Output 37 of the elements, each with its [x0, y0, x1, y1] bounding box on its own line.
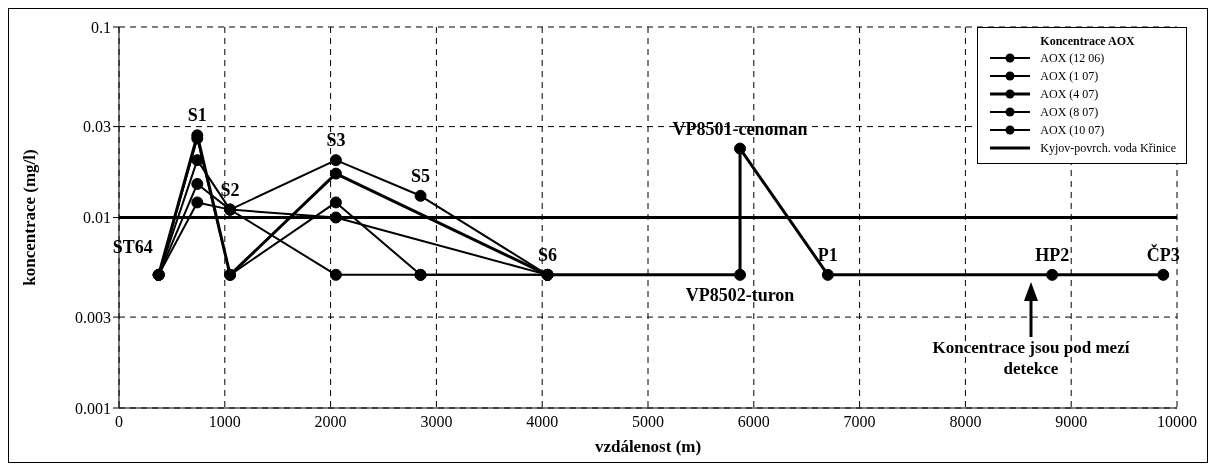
legend-label: AOX (1 07)	[1040, 68, 1099, 84]
annotation: S5	[411, 165, 431, 186]
x-axis-title: vzdálenost (m)	[594, 437, 702, 456]
x-tick-label: 0	[115, 413, 123, 431]
x-tick-label: 6000	[737, 413, 770, 431]
annotation: ČP3	[1146, 243, 1180, 265]
y-axis-title: koncentrace (mg/l)	[20, 149, 40, 286]
annotation: S6	[537, 244, 557, 265]
annotation: S3	[326, 130, 346, 151]
x-tick-label: 2000	[314, 413, 347, 431]
y-tick-label: 0.01	[83, 209, 111, 227]
legend-label: AOX (12 06)	[1040, 50, 1105, 66]
annotation: P1	[817, 244, 838, 265]
legend-label: Kyjov-povrch. voda Křinice	[1040, 140, 1176, 156]
legend-label: AOX (10 07)	[1040, 122, 1105, 138]
legend-title: Koncentrace AOX	[1039, 34, 1136, 49]
x-tick-label: 10000	[1157, 413, 1197, 431]
x-tick-label: 8000	[949, 413, 982, 431]
annotation: S1	[187, 105, 207, 126]
y-tick-label: 0.03	[83, 118, 111, 136]
x-tick-label: 4000	[526, 413, 559, 431]
legend-label: AOX (4 07)	[1040, 86, 1099, 102]
x-tick-label: 3000	[420, 413, 453, 431]
y-tick-label: 0.003	[75, 308, 111, 326]
y-tick-label: 0.001	[75, 399, 111, 417]
x-tick-label: 5000	[632, 413, 664, 431]
annotation: ST64	[112, 236, 153, 257]
y-tick-label: 0.1	[91, 18, 111, 36]
legend-label: AOX (8 07)	[1040, 104, 1099, 120]
x-tick-label: 1000	[208, 413, 241, 431]
x-tick-label: 7000	[843, 413, 876, 431]
annotation: VP8502-turon	[685, 284, 795, 305]
annotation: Koncentrace jsou pod mezí detekce	[931, 337, 1131, 379]
annotation: HP2	[1035, 244, 1070, 265]
annotation: VP8501-cenoman	[672, 118, 808, 139]
x-tick-label: 9000	[1055, 413, 1088, 431]
annotation: S2	[220, 179, 240, 200]
